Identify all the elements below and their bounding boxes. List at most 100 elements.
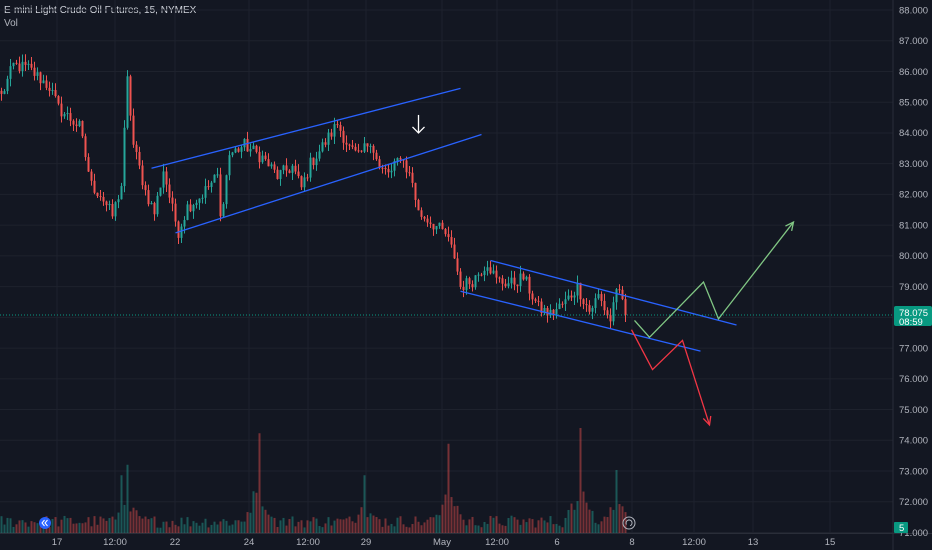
volume-bar — [474, 525, 477, 533]
reset-icon-arc — [625, 519, 633, 527]
candle-body — [492, 270, 495, 274]
candle-body — [75, 124, 78, 126]
volume-bar — [147, 519, 150, 533]
time-axis[interactable]: 17 12:00 22 24 12:00 29 May 12:00 6 8 12:00 13 15 — [52, 537, 836, 548]
candle-body — [543, 307, 546, 314]
volume-bar — [186, 517, 189, 533]
volume-badge — [894, 522, 908, 533]
volume-bar — [210, 524, 213, 533]
volume-bar — [618, 504, 621, 533]
candle-body — [522, 273, 525, 280]
price-axis[interactable]: 88.000 87.000 86.000 85.000 84.000 83.000 82.0… — [899, 5, 928, 539]
volume-bar — [171, 520, 174, 533]
candle-body — [540, 301, 543, 314]
volume-bar — [393, 526, 396, 533]
candle-body — [3, 91, 6, 94]
volume-bar — [81, 523, 84, 533]
candle-body — [156, 195, 159, 215]
candle-body — [150, 203, 153, 205]
bearish-projection-path-head — [702, 415, 712, 427]
candle-body — [501, 278, 504, 284]
volume-bar — [300, 520, 303, 533]
candle-body — [414, 182, 417, 200]
volume-bar — [84, 522, 87, 533]
bullish-projection-path — [634, 221, 795, 339]
volume-bar — [279, 520, 282, 533]
candle-body — [552, 309, 555, 315]
candle-body — [69, 113, 72, 121]
volume-bar — [276, 526, 279, 533]
scroll-left-chevron — [41, 519, 45, 527]
candle-body — [477, 274, 480, 276]
y-tick-label: 82.000 — [899, 190, 928, 201]
volume-bar — [501, 525, 504, 533]
candle-body — [183, 219, 186, 227]
volume-bar — [360, 507, 363, 533]
candle-body — [39, 72, 42, 84]
volume-bars — [0, 428, 627, 533]
volume-bar — [444, 494, 447, 533]
volume-bar — [465, 525, 468, 533]
candle-body — [114, 202, 117, 217]
candle-body — [471, 284, 474, 288]
candle-body — [66, 113, 69, 115]
volume-legend[interactable]: Vol — [4, 18, 18, 29]
candle-body — [264, 155, 267, 160]
volume-bar — [387, 525, 390, 533]
y-tick-label: 84.000 — [899, 128, 928, 139]
candle-body — [384, 168, 387, 170]
candle-body — [417, 199, 420, 211]
x-tick-label: 12:00 — [485, 537, 509, 548]
reset-icon[interactable] — [622, 516, 636, 530]
volume-bar — [480, 527, 483, 533]
volume-bar — [12, 526, 15, 533]
candle-body — [54, 90, 57, 97]
candle-body — [153, 203, 156, 215]
candle-body — [246, 138, 249, 152]
volume-bar — [111, 516, 114, 533]
volume-bar — [552, 524, 555, 533]
candle-body — [585, 304, 588, 306]
candle-body — [321, 142, 324, 152]
volume-bar — [492, 517, 495, 533]
candle-body — [222, 204, 225, 217]
volume-bar — [420, 525, 423, 533]
candle-body — [411, 172, 414, 183]
candle-body — [180, 226, 183, 238]
candle-body — [108, 204, 111, 206]
volume-bar — [561, 527, 564, 533]
candle-body — [618, 289, 621, 291]
candle-body — [369, 145, 372, 147]
candle-body — [294, 165, 297, 172]
volume-bar — [153, 516, 156, 533]
candle-body — [423, 216, 426, 219]
candle-body — [339, 124, 342, 131]
candle-body — [594, 298, 597, 308]
candle-body — [336, 124, 339, 126]
candle-body — [561, 303, 564, 305]
volume-bar — [63, 515, 66, 533]
x-tick-label: 17 — [52, 537, 63, 548]
candle-body — [42, 80, 45, 84]
volume-bar — [321, 527, 324, 533]
volume-bar — [456, 505, 459, 533]
volume-bar — [198, 525, 201, 533]
volume-bar — [195, 522, 198, 533]
volume-bar — [270, 516, 273, 533]
chevron-double-left-icon[interactable] — [39, 517, 51, 529]
candle-body — [102, 196, 105, 202]
candle-body — [378, 159, 381, 168]
candle-body — [267, 159, 270, 167]
candle-body — [393, 160, 396, 171]
volume-bar — [354, 522, 357, 533]
upper-channel-top-line — [151, 87, 461, 169]
volume-bar — [534, 527, 537, 533]
candle-body — [198, 198, 201, 203]
volume-bar — [192, 521, 195, 533]
volume-bar — [246, 512, 249, 533]
trendline-drawings[interactable] — [0, 87, 893, 427]
price-badge — [894, 306, 932, 327]
candle-body — [525, 276, 528, 280]
